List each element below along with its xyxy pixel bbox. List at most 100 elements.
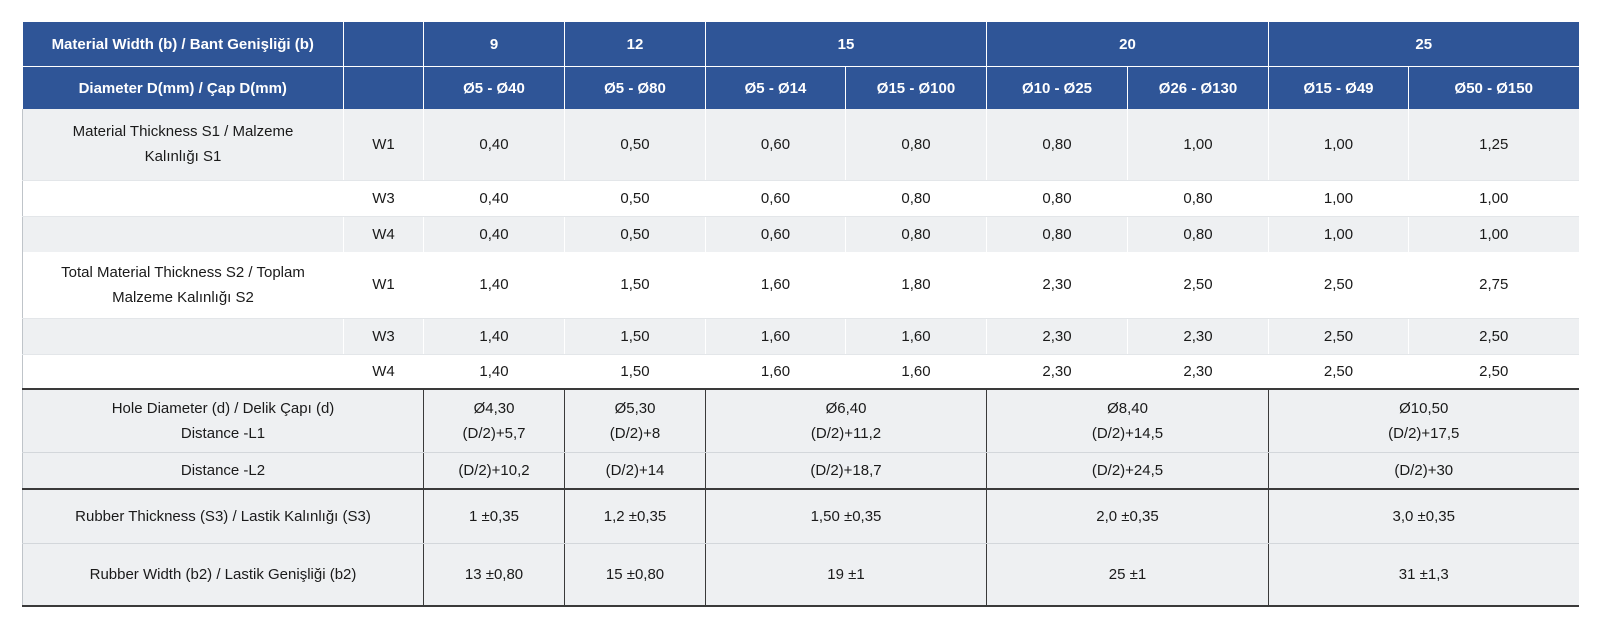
table-cell: 1,40 (423, 252, 565, 319)
diameter-range: Ø26 - Ø130 (1127, 66, 1269, 109)
w-label: W1 (343, 109, 424, 181)
empty-label-cell (22, 318, 344, 355)
s2-label-line1: Total Material Thickness S2 / Toplam (61, 263, 305, 281)
table-cell: 0,50 (564, 216, 706, 252)
table-cell: 0,60 (705, 180, 846, 217)
w-label: W4 (343, 354, 424, 390)
width-9: 9 (423, 22, 565, 67)
table-cell: 2,50 (1408, 354, 1579, 390)
distance-l1: (D/2)+5,7 (462, 424, 526, 442)
table-cell: 0,80 (845, 109, 987, 181)
table-cell: 2,75 (1408, 252, 1579, 319)
diameter-range: Ø50 - Ø150 (1408, 66, 1579, 109)
spec-table-container: Material Width (b) / Bant Genişliği (b) … (22, 22, 1579, 607)
table-cell: 1,00 (1127, 109, 1269, 181)
width-25: 25 (1268, 22, 1579, 67)
table-cell: 1,50 (564, 354, 706, 390)
table-cell: 0,60 (705, 109, 846, 181)
diameter-range: Ø5 - Ø80 (564, 66, 706, 109)
table-cell: 2,50 (1268, 354, 1409, 390)
empty-label-cell (22, 354, 344, 390)
table-cell: 1 ±0,35 (423, 489, 565, 544)
hole-cell: Ø8,40 (D/2)+14,5 (986, 389, 1269, 453)
width-15: 15 (705, 22, 987, 67)
width-header-label: Material Width (b) / Bant Genişliği (b) (22, 22, 344, 67)
w-label: W3 (343, 180, 424, 217)
table-cell: 1,00 (1268, 109, 1409, 181)
table-cell: 13 ±0,80 (423, 543, 565, 607)
distance-l1: (D/2)+8 (609, 424, 661, 442)
table-cell: 0,50 (564, 109, 706, 181)
table-cell: (D/2)+30 (1268, 452, 1579, 490)
table-cell: 1,60 (705, 354, 846, 390)
hole-cell: Ø6,40 (D/2)+11,2 (705, 389, 987, 453)
width-20: 20 (986, 22, 1269, 67)
table-cell: 31 ±1,3 (1268, 543, 1579, 607)
hole-diameter: Ø4,30 (473, 399, 515, 417)
table-cell: 2,50 (1268, 252, 1409, 319)
spec-table: Material Width (b) / Bant Genişliği (b) … (22, 22, 1579, 607)
s1-label-line1: Material Thickness S1 / Malzeme (72, 123, 294, 141)
table-cell: 19 ±1 (705, 543, 987, 607)
table-cell: 0,80 (986, 180, 1128, 217)
table-cell: 1,00 (1268, 180, 1409, 217)
table-cell: 2,30 (1127, 354, 1269, 390)
w-label: W1 (343, 252, 424, 319)
table-cell: 3,0 ±0,35 (1268, 489, 1579, 544)
s1-label: Material Thickness S1 / Malzeme Kalınlığ… (22, 109, 344, 181)
table-cell: 25 ±1 (986, 543, 1269, 607)
table-cell: 1,25 (1408, 109, 1579, 181)
table-cell: 2,30 (1127, 318, 1269, 355)
table-cell: 2,30 (986, 252, 1128, 319)
hole-label-line2: Distance -L1 (180, 424, 266, 442)
header-diameter-row: Diameter D(mm) / Çap D(mm) Ø5 - Ø40 Ø5 -… (22, 66, 1579, 109)
table-cell: 1,40 (423, 318, 565, 355)
table-row: Rubber Width (b2) / Lastik Genişliği (b2… (22, 543, 1579, 607)
table-row: W4 1,40 1,50 1,60 1,60 2,30 2,30 2,50 2,… (22, 354, 1579, 390)
l2-label: Distance -L2 (22, 452, 424, 490)
table-row: Material Thickness S1 / Malzeme Kalınlığ… (22, 109, 1579, 181)
table-cell: 1,50 ±0,35 (705, 489, 987, 544)
table-cell: (D/2)+14 (564, 452, 706, 490)
diameter-range: Ø15 - Ø49 (1268, 66, 1409, 109)
table-row: W3 1,40 1,50 1,60 1,60 2,30 2,30 2,50 2,… (22, 318, 1579, 355)
table-cell: 0,80 (1127, 216, 1269, 252)
distance-l1: (D/2)+17,5 (1388, 424, 1460, 442)
table-cell: 1,2 ±0,35 (564, 489, 706, 544)
width-12: 12 (564, 22, 706, 67)
table-row: Rubber Thickness (S3) / Lastik Kalınlığı… (22, 489, 1579, 544)
table-cell: 2,50 (1268, 318, 1409, 355)
s2-label-line2: Malzeme Kalınlığı S2 (112, 288, 254, 306)
distance-l1: (D/2)+11,2 (810, 424, 882, 442)
table-row: Hole Diameter (d) / Delik Çapı (d) Dista… (22, 389, 1579, 453)
table-cell: 0,80 (986, 109, 1128, 181)
diameter-range: Ø10 - Ø25 (986, 66, 1128, 109)
hole-cell: Ø4,30 (D/2)+5,7 (423, 389, 565, 453)
hole-cell: Ø10,50 (D/2)+17,5 (1268, 389, 1579, 453)
diameter-header-label: Diameter D(mm) / Çap D(mm) (22, 66, 344, 109)
table-cell: 2,30 (986, 318, 1128, 355)
table-cell: 0,40 (423, 216, 565, 252)
table-cell: 0,80 (845, 180, 987, 217)
w-label: W4 (343, 216, 424, 252)
table-cell: 1,50 (564, 252, 706, 319)
hole-diameter: Ø5,30 (614, 399, 656, 417)
table-cell: 2,30 (986, 354, 1128, 390)
table-cell: 15 ±0,80 (564, 543, 706, 607)
table-cell: (D/2)+24,5 (986, 452, 1269, 490)
table-cell: 0,60 (705, 216, 846, 252)
header-width-row: Material Width (b) / Bant Genişliği (b) … (22, 22, 1579, 67)
table-cell: 0,80 (1127, 180, 1269, 217)
table-cell: 1,00 (1408, 216, 1579, 252)
table-row: Distance -L2 (D/2)+10,2 (D/2)+14 (D/2)+1… (22, 452, 1579, 490)
table-cell: 1,00 (1408, 180, 1579, 217)
w-label: W3 (343, 318, 424, 355)
table-row: W3 0,40 0,50 0,60 0,80 0,80 0,80 1,00 1,… (22, 180, 1579, 217)
s1-label-line2: Kalınlığı S1 (144, 148, 222, 166)
diameter-range: Ø5 - Ø14 (705, 66, 846, 109)
table-cell: 1,60 (705, 318, 846, 355)
table-cell: 0,80 (845, 216, 987, 252)
table-cell: 2,50 (1408, 318, 1579, 355)
table-row: Total Material Thickness S2 / Toplam Mal… (22, 252, 1579, 319)
table-cell: 0,80 (986, 216, 1128, 252)
